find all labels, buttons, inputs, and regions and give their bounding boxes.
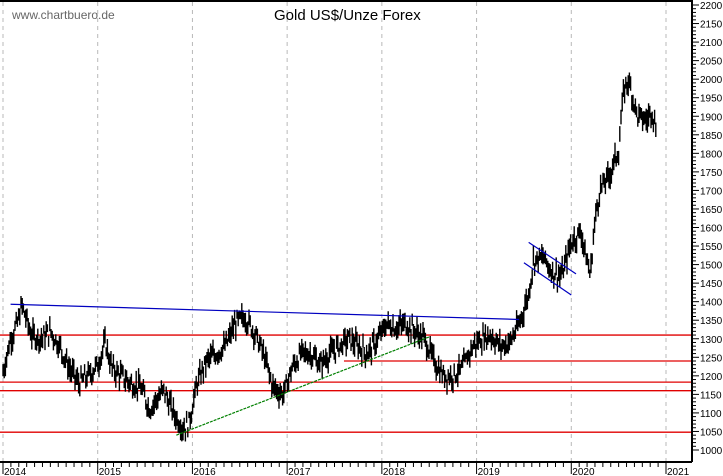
x-tick-label: 2014 <box>4 467 27 476</box>
y-tick-label: 2200 <box>700 1 723 12</box>
y-tick-label: 1400 <box>700 298 723 309</box>
y-tick-label: 1250 <box>700 353 723 364</box>
y-tick-label: 1850 <box>700 131 723 142</box>
y-tick-label: 1450 <box>700 279 723 290</box>
x-tick-label: 2017 <box>288 467 311 476</box>
price-bars <box>2 72 657 442</box>
y-tick-label: 2100 <box>700 38 723 49</box>
y-tick-label: 1300 <box>700 335 723 346</box>
x-tick-label: 2015 <box>99 467 122 476</box>
y-tick-label: 2000 <box>700 75 723 86</box>
watermark: www.chartbuero.de <box>12 8 115 22</box>
y-tick-label: 1950 <box>700 94 723 105</box>
y-tick-label: 1550 <box>700 242 723 253</box>
y-tick-label: 2150 <box>700 20 723 31</box>
y-tick-label: 1650 <box>700 205 723 216</box>
y-tick-label: 1050 <box>700 427 723 438</box>
x-tick-label: 2021 <box>667 467 690 476</box>
x-tick-label: 2020 <box>572 467 595 476</box>
y-tick-label: 1150 <box>700 390 722 401</box>
trendline <box>523 262 572 296</box>
y-tick-label: 1350 <box>700 316 723 327</box>
x-tick-label: 2019 <box>478 467 501 476</box>
y-tick-label: 1500 <box>700 261 723 272</box>
x-tick-label: 2018 <box>383 467 406 476</box>
trendline <box>176 336 430 436</box>
y-tick-label: 1200 <box>700 372 723 383</box>
trendline <box>10 303 520 321</box>
y-tick-label: 1900 <box>700 112 723 123</box>
grid-lines <box>2 2 667 462</box>
y-tick-label: 1000 <box>700 446 723 457</box>
x-tick-label: 2016 <box>193 467 216 476</box>
trendline <box>528 241 577 275</box>
y-tick-label: 2050 <box>700 57 723 68</box>
y-tick-label: 1700 <box>700 186 723 197</box>
y-tick-label: 1600 <box>700 224 723 235</box>
trend-lines <box>10 241 577 436</box>
y-tick-label: 1750 <box>700 168 723 179</box>
y-tick-label: 1800 <box>700 149 723 160</box>
y-tick-label: 1100 <box>700 409 722 420</box>
chart-title: Gold US$/Unze Forex <box>274 7 421 24</box>
